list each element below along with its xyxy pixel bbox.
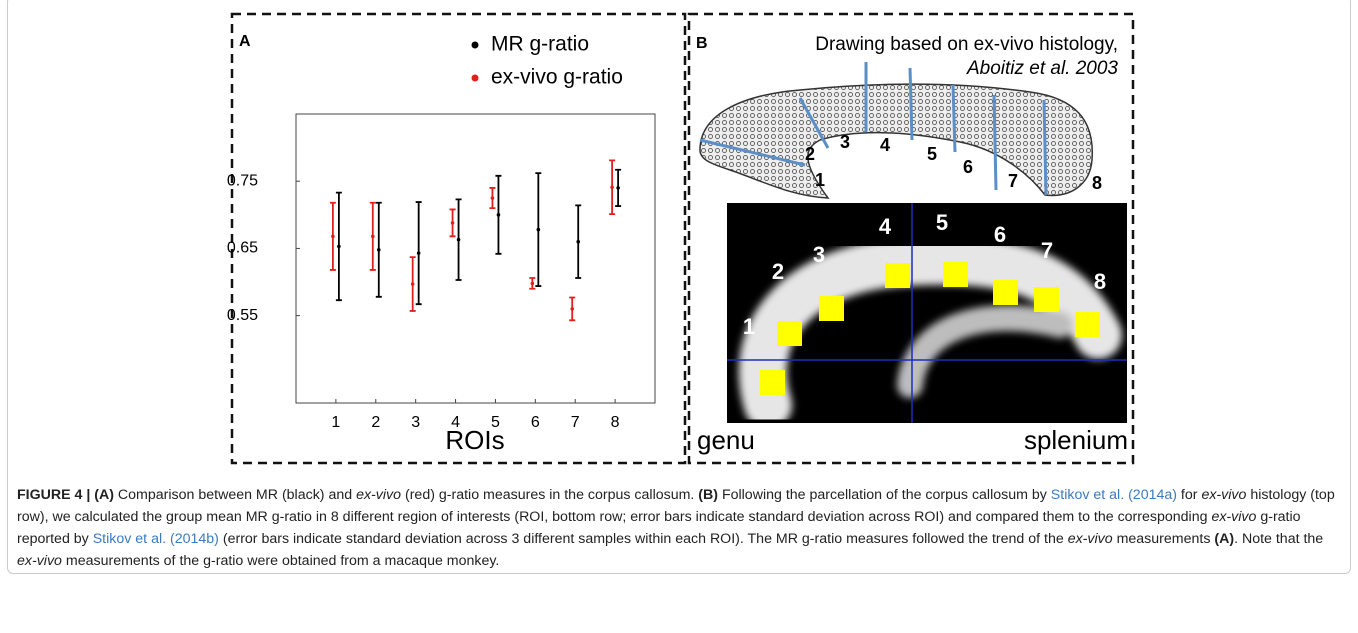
x-tick-label: 3	[411, 414, 420, 431]
drawing-label: 3	[840, 132, 850, 152]
drawing-label: 1	[815, 170, 825, 190]
caption-text: ex-vivo	[1211, 509, 1257, 525]
caption-text: ex-vivo	[17, 553, 62, 569]
point	[616, 186, 620, 190]
point	[416, 251, 421, 255]
caption-text: (B)	[698, 487, 718, 503]
drawing-label: 6	[963, 157, 973, 177]
caption-text: g-ratio reported by	[17, 509, 1301, 547]
panel-label: B	[696, 35, 708, 52]
point	[450, 221, 455, 225]
panel-label: A	[239, 33, 251, 50]
point	[570, 307, 575, 311]
plot-area	[295, 113, 656, 404]
point	[536, 227, 541, 232]
drawing-label: 5	[927, 144, 937, 164]
y-tick-label: 0.65	[227, 240, 258, 257]
drawing-label: 4	[880, 135, 890, 155]
parcel-lines	[699, 62, 1048, 196]
source-citation: Aboitiz et al. 2003	[966, 58, 1118, 79]
caption-text: ex-vivo	[356, 487, 402, 503]
x-tick-label: 7	[571, 414, 580, 431]
caption: FIGURE 4 | (A) Comparison between MR (bl…	[17, 484, 1342, 572]
caption-text: (A)	[1214, 531, 1235, 547]
point	[331, 234, 335, 239]
caption-text: for	[1176, 487, 1202, 503]
x-axis-label: ROIs	[445, 425, 504, 455]
mri-label: 3	[813, 242, 825, 267]
figure-frame	[7, 0, 1351, 574]
caption-text: (red) g-ratio measures in the corpus cal…	[401, 487, 699, 503]
point	[370, 234, 375, 239]
drawing-label: 8	[1092, 173, 1102, 193]
point	[496, 213, 501, 217]
caption-text: Following the parcellation of the corpus…	[718, 487, 1051, 503]
x-tick-label: 8	[611, 414, 620, 431]
genu-label: genu	[697, 425, 755, 455]
point	[376, 247, 381, 252]
legend-marker	[471, 74, 479, 82]
mri-label: 1	[743, 314, 755, 339]
x-tick-label: 2	[371, 414, 380, 431]
drawing-label: 7	[1008, 171, 1018, 191]
mri-label: 5	[936, 210, 948, 235]
figure: A ROIs B Drawing based on ex-vivo histol…	[227, 12, 1135, 465]
caption-text: measurements of the g-ratio were obtaine…	[61, 553, 500, 569]
mri-label: 2	[772, 259, 784, 284]
mri-label: 8	[1094, 269, 1106, 294]
caption-text: ex-vivo	[1201, 487, 1247, 503]
legend-label: MR g-ratio	[491, 33, 589, 56]
splenium-label: splenium	[1024, 425, 1128, 455]
caption-text: . Note that the	[1234, 531, 1324, 547]
x-tick-label: 1	[331, 414, 340, 431]
panel-a-box	[230, 12, 687, 465]
x-tick-label: 4	[451, 414, 460, 431]
legend-label: ex-vivo g-ratio	[491, 66, 623, 89]
mri-label: 7	[1041, 238, 1053, 263]
caption-link[interactable]: Stikov et al. (2014b)	[92, 531, 219, 547]
callosum-drawing	[699, 83, 1093, 199]
source-line: Drawing based on ex-vivo histology,	[815, 34, 1118, 55]
mri-label: 4	[879, 214, 892, 239]
drawing-label: 2	[805, 144, 815, 164]
x-tick-label: 6	[531, 414, 540, 431]
caption-text: measurements	[1112, 531, 1215, 547]
point	[410, 282, 415, 286]
mri-label: 6	[994, 222, 1006, 247]
caption-text: Comparison between MR (black) and	[113, 487, 357, 503]
point	[490, 196, 495, 200]
panel-b-box	[687, 12, 1135, 465]
point	[576, 239, 581, 244]
point	[337, 244, 341, 249]
caption-link[interactable]: Stikov et al. (2014a)	[1050, 487, 1177, 503]
caption-text: (error bars indicate standard deviation …	[218, 531, 1068, 547]
x-tick-label: 5	[491, 414, 500, 431]
point	[610, 185, 614, 190]
caption-text: FIGURE 4 | (A)	[17, 487, 114, 503]
caption-text: ex-vivo	[1067, 531, 1113, 547]
y-tick-label: 0.75	[227, 172, 258, 189]
point	[530, 281, 535, 286]
y-tick-label: 0.55	[227, 307, 258, 324]
caption-text: histology (top row), we calculated the g…	[17, 487, 1335, 525]
point	[456, 237, 461, 242]
legend-marker	[471, 41, 479, 49]
roi-squares	[760, 262, 1100, 395]
